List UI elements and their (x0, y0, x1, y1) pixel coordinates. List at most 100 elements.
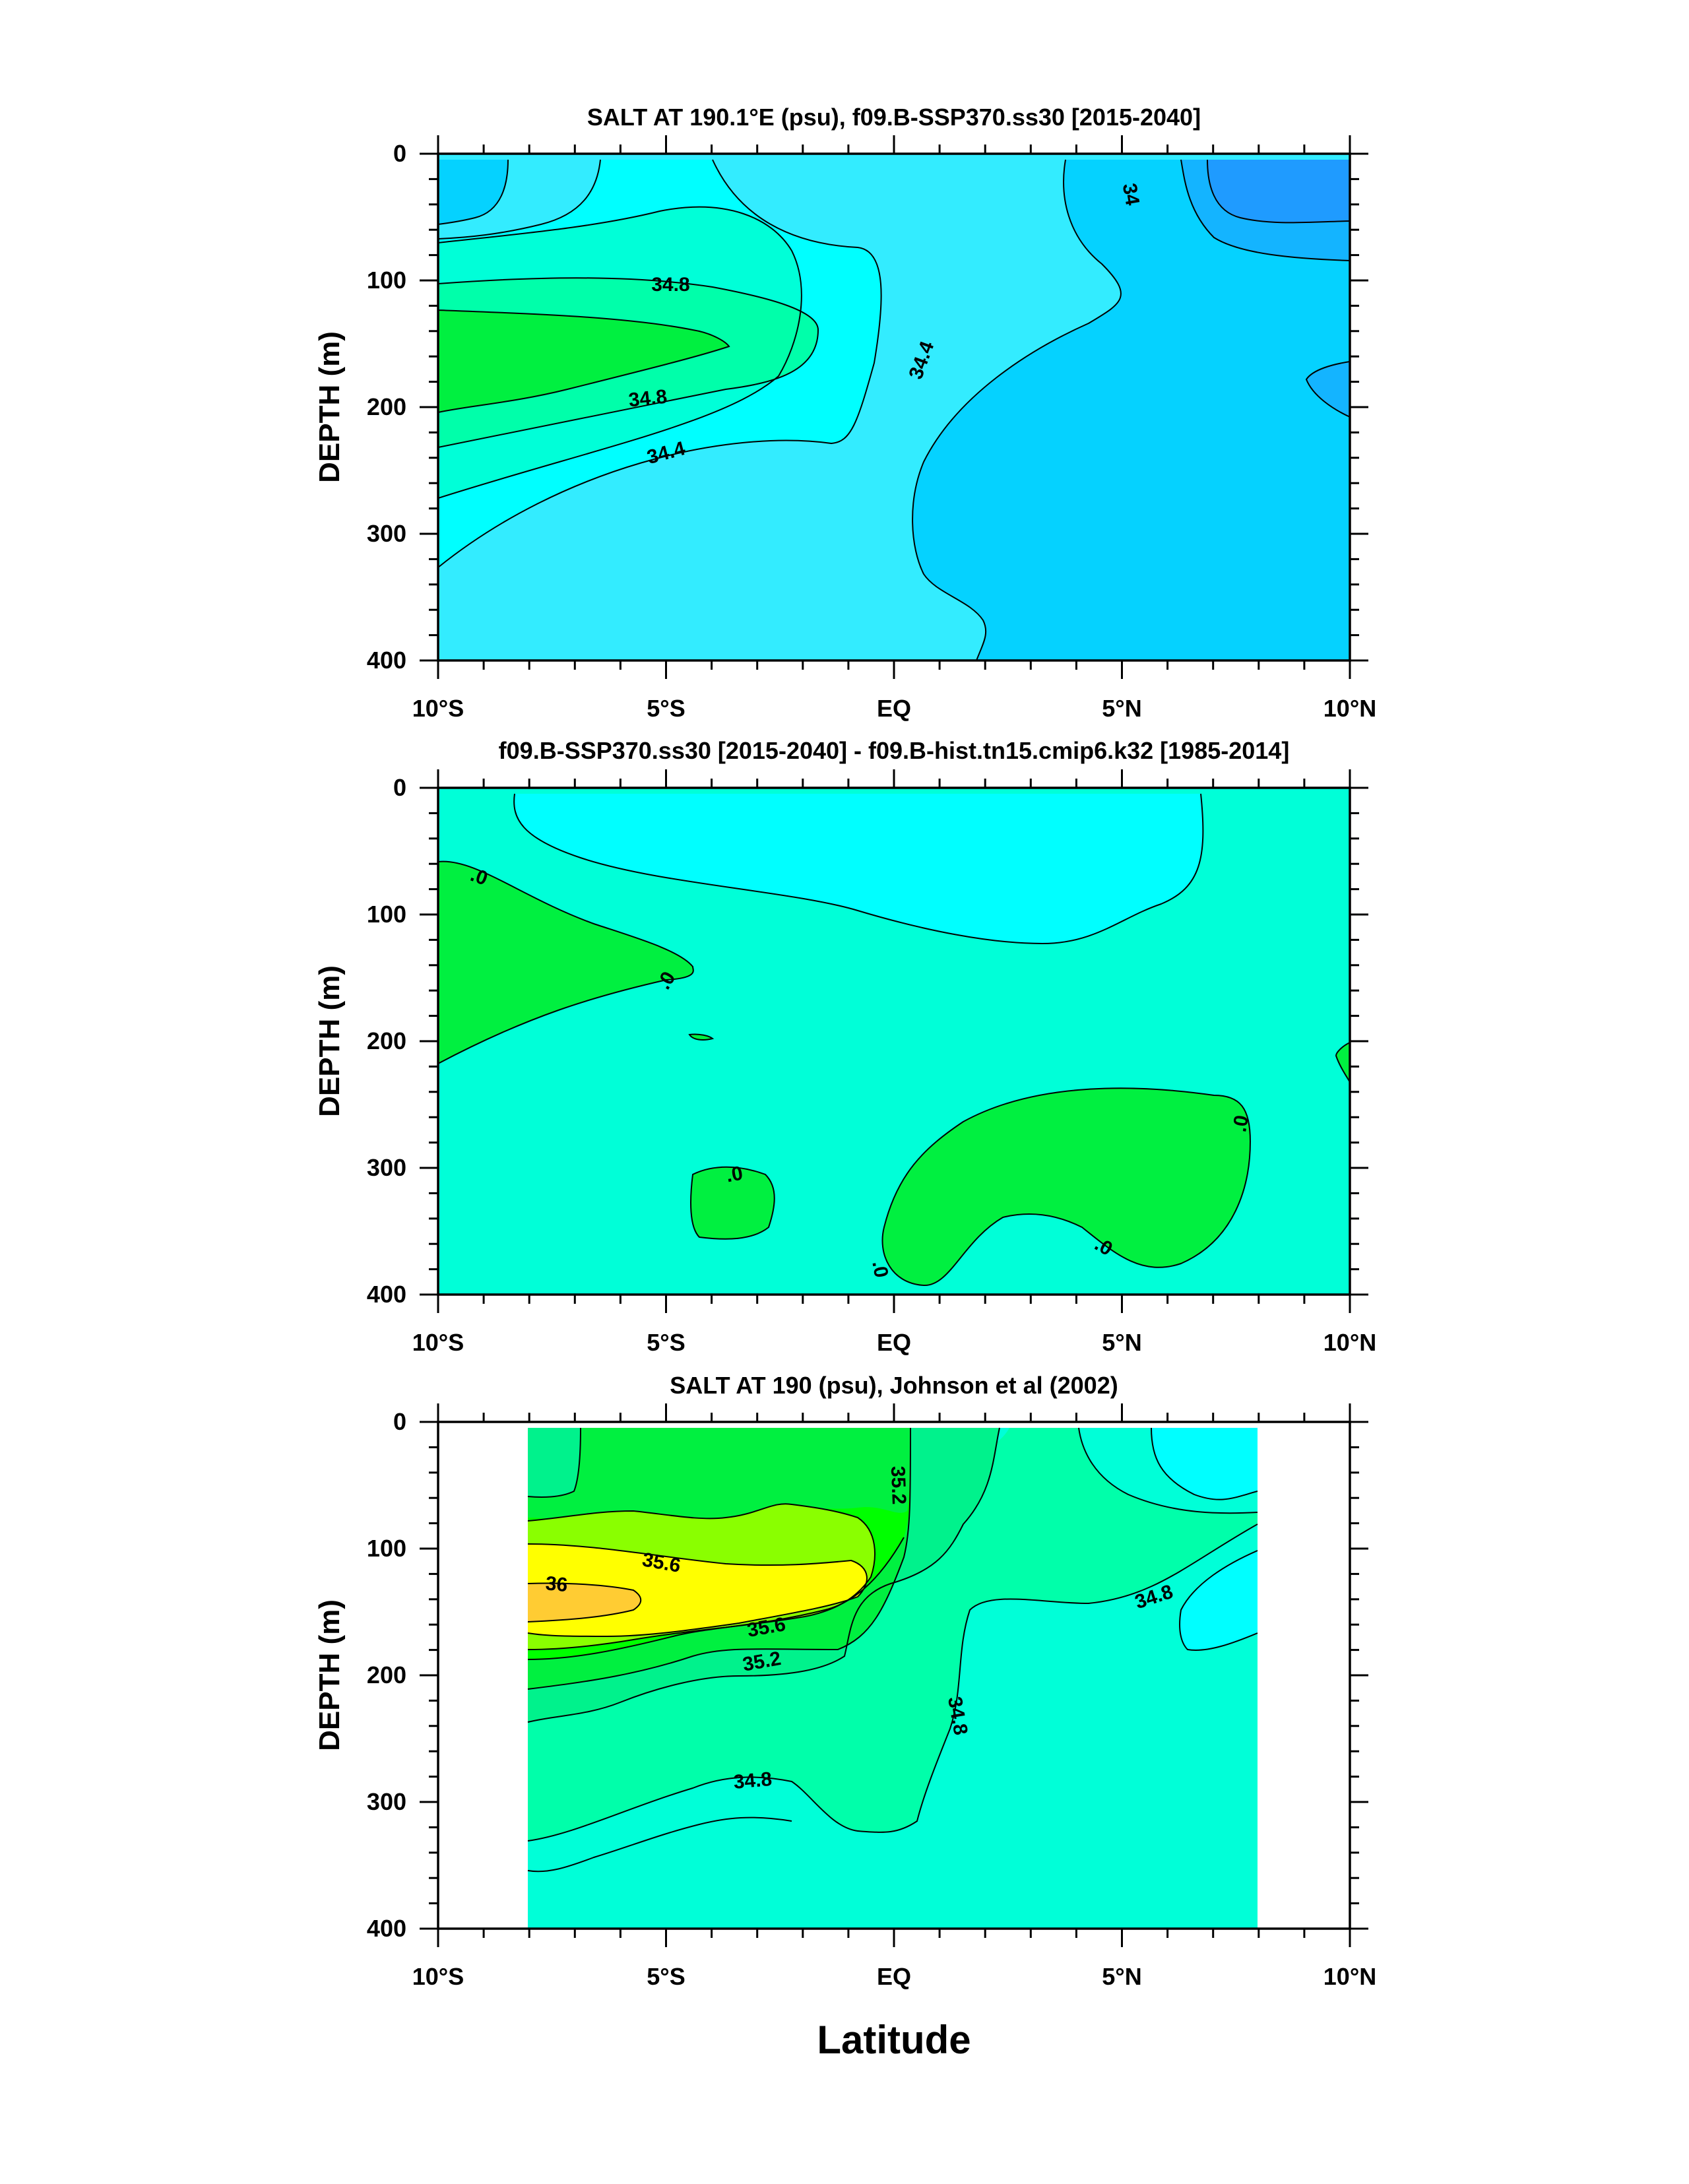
fill-positive-edge-east (1336, 1043, 1350, 1082)
contour-line (527, 1427, 1000, 1723)
y-tick-label: 200 (367, 393, 406, 420)
fill-34-4-northeast (1151, 1428, 1258, 1500)
contour-label: 34 (1118, 181, 1143, 207)
x-tick-label: 5°S (647, 1329, 685, 1356)
x-tick-label: EQ (877, 1963, 911, 1990)
y-tick-label: 100 (367, 1535, 406, 1562)
contour-label: .0 (724, 1163, 744, 1187)
contour-line (690, 1166, 775, 1240)
panel-2-title: f09.B-SSP370.ss30 [2015-2040] - f09.B-hi… (499, 737, 1290, 764)
contour-line (438, 159, 882, 568)
contour-label-text: 34.8 (732, 1768, 773, 1793)
contour-line (527, 1427, 911, 1690)
fill-34-0-patch-east-200m (1306, 362, 1350, 417)
contour-line (438, 860, 694, 1064)
contour-line (438, 159, 509, 225)
contour-label-text: 34.8 (627, 386, 668, 412)
y-tick-label: 200 (367, 1661, 406, 1688)
fill-33-6-northeast-core (1207, 160, 1350, 223)
contour-line (1207, 159, 1350, 224)
panel-1-fill (438, 154, 1350, 660)
x-tick-label: 5°N (1102, 695, 1141, 722)
contour-label: 34.8 (732, 1768, 773, 1793)
y-tick-label: 0 (393, 1408, 406, 1435)
y-tick-label: 200 (367, 1027, 406, 1054)
contour-line (438, 206, 802, 499)
panel-1-contours (438, 159, 1350, 660)
contour-label-text: .0 (868, 1259, 892, 1279)
y-tick-label: 300 (367, 1154, 406, 1181)
contour-line (527, 1427, 581, 1498)
fill-36-0 (528, 1583, 641, 1622)
contour-label-text: .0 (1228, 1114, 1253, 1134)
contour-label: .0 (1228, 1114, 1253, 1134)
x-tick-label: 10°S (412, 695, 464, 722)
fill-34-4-east-tongue (1180, 1551, 1258, 1650)
contour-line (1335, 1042, 1350, 1083)
contour-line (1305, 361, 1350, 418)
x-tick-label: 10°N (1323, 1963, 1376, 1990)
contour-line (438, 159, 601, 240)
contour-label: 34.8 (651, 274, 689, 296)
fill-34-0-eastern-warm-pool (912, 160, 1350, 660)
contour-line (527, 1816, 792, 1873)
fill-positive-blob-large (882, 1088, 1250, 1286)
fill-positive-blob-small (691, 1167, 775, 1239)
contour-line (1179, 1550, 1258, 1651)
panel-1-title: SALT AT 190.1°E (psu), f09.B-SSP370.ss30… (587, 104, 1201, 131)
panel-2: f09.B-SSP370.ss30 [2015-2040] - f09.B-hi… (313, 737, 1376, 1356)
y-tick-label: 300 (367, 520, 406, 547)
x-tick-label: 5°N (1102, 1963, 1141, 1990)
contour-line (438, 277, 819, 448)
x-tick-label: EQ (877, 695, 911, 722)
x-tick-label: 10°N (1323, 695, 1376, 722)
y-tick-label: 0 (393, 140, 406, 167)
contour-line (527, 1503, 876, 1650)
contour-line (1078, 1427, 1258, 1514)
contour-line (527, 1543, 868, 1638)
contour-line (438, 309, 730, 413)
y-tick-label: 400 (367, 647, 406, 674)
y-axis-label: DEPTH (m) (313, 331, 346, 483)
contour-label-text: 34 (1118, 181, 1143, 207)
panel-2-contours (438, 793, 1350, 1287)
panel-3-contours (527, 1427, 1258, 1873)
contour-label-text: 34.8 (651, 274, 689, 296)
y-tick-label: 100 (367, 267, 406, 294)
contour-line (527, 1524, 1258, 1842)
y-tick-label: 400 (367, 1915, 406, 1942)
contour-label: 34.8 (627, 386, 668, 412)
fill-34-0-corner-west (438, 160, 508, 224)
contour-line (688, 1033, 715, 1041)
panel-3: SALT AT 190 (psu), Johnson et al (2002) (313, 1372, 1376, 1990)
contour-label: 35.2 (887, 1465, 910, 1505)
x-tick-label: 5°N (1102, 1329, 1141, 1356)
contour-label: 36 (545, 1572, 569, 1596)
contour-line (881, 1087, 1252, 1287)
y-tick-label: 100 (367, 901, 406, 928)
panel-1: SALT AT 190.1°E (psu), f09.B-SSP370.ss30… (313, 104, 1376, 722)
x-tick-label: 5°S (647, 695, 685, 722)
panel-2-fill (438, 788, 1350, 1295)
fill-35-0-core (438, 310, 729, 412)
fill-negative-upper (514, 794, 1203, 944)
panel-3-title: SALT AT 190 (psu), Johnson et al (2002) (670, 1372, 1118, 1399)
x-tick-label: EQ (877, 1329, 911, 1356)
y-tick-label: 400 (367, 1281, 406, 1308)
contour-line (513, 793, 1204, 945)
y-tick-label: 300 (367, 1788, 406, 1815)
contour-line (1151, 1427, 1258, 1500)
x-tick-label: 10°S (412, 1329, 464, 1356)
contour-label-text: .0 (724, 1163, 744, 1187)
fill-35-2-white-gap (528, 1428, 910, 1522)
fill-35-2-top-left-notch (528, 1428, 581, 1498)
panel-3-fill (528, 1428, 1258, 1929)
contour-label-text: 35.2 (887, 1465, 910, 1505)
contour-label-text: 36 (545, 1572, 569, 1596)
x-tick-label: 10°S (412, 1963, 464, 1990)
contour-line (527, 1582, 642, 1622)
fill-positive-west (438, 861, 693, 1064)
